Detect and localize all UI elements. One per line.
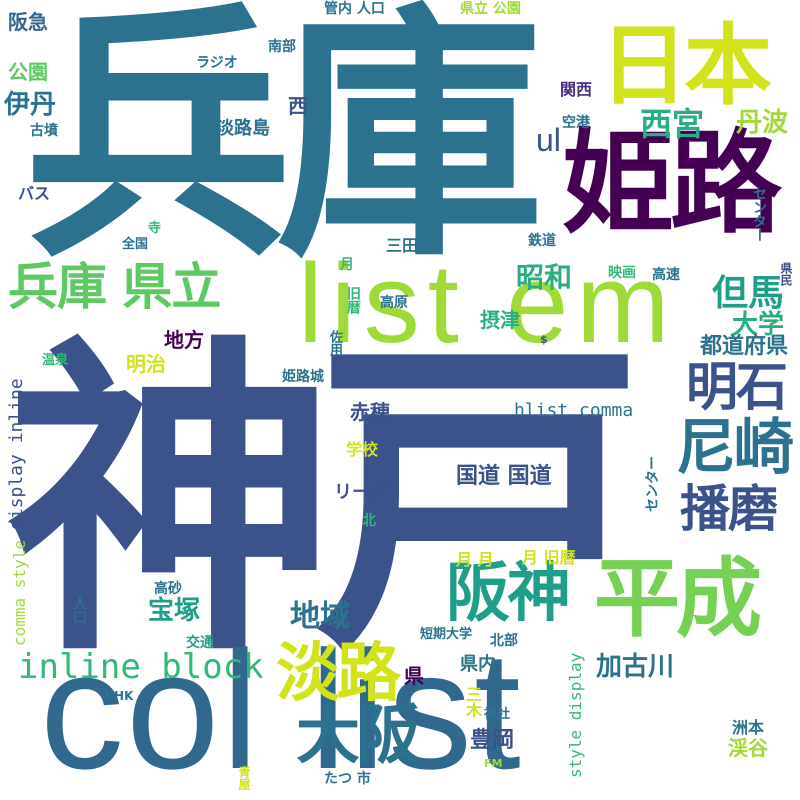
word-tsuki-kyureki: 月 旧暦 [522,548,576,567]
word-chihou: 地方 [164,328,204,352]
word-jinja: 神社 [484,707,511,722]
word-amagasaki: 尼崎 [676,413,794,483]
word-akashi: 明石 [686,358,788,418]
word-nihon: 日本 [600,14,772,117]
word-style-display: style display [566,652,585,778]
word-miki: 三木 [463,686,482,718]
word-kankou-jinkou: 管内 人口 [324,1,385,17]
word-sanda: 三田 [386,236,419,255]
word-eiga: 映画 [608,265,636,281]
word-koen-left: 公園 [8,60,48,84]
word-himeji: 姫路 [562,119,782,249]
word-setsu: 摂津 [480,308,520,332]
word-inline-block: inline block [18,647,264,687]
word-fm: FM [484,757,503,770]
word-ul: ul [536,122,561,158]
word-osaka: 大阪 [296,699,421,773]
word-takasago: 高砂 [154,581,182,597]
word-todofuken: 都道府県 [700,334,789,359]
word-nhk: NHK [104,689,134,703]
word-ako: 赤穂 [350,400,390,424]
word-comma-style: comma style [10,540,29,646]
word-tanba: 丹波 [736,108,789,138]
word-awaji-big: 淡路 [276,637,401,711]
word-kyureki-a: 旧暦 [345,286,361,314]
word-tajima: 但馬 [712,273,785,314]
word-kennai: 県内 [460,654,496,675]
word-ken: 県 [404,664,424,688]
word-showa: 昭和 [516,261,573,294]
word-hanshin: 阪神 [446,557,571,631]
word-kenritsu-koen: 県立 公園 [460,1,521,17]
word-awajishima: 淡路島 [216,118,270,139]
word-harima: 播磨 [680,480,778,538]
word-hankyu: 阪急 [8,10,48,34]
word-list-em: list em [298,241,678,366]
word-tsuki-tsuki: 月 月 [456,550,494,569]
word-league: リーグ [334,482,388,503]
word-hyogo-big: 兵庫 [24,0,544,294]
word-bus: バス [18,184,51,203]
word-sayo: 佐用 [327,330,342,356]
word-nishinomiya: 西宮 [640,105,705,143]
word-center-mid: センター [645,456,661,512]
word-dollar: $ [540,333,548,346]
word-kofun: 古墳 [30,123,58,139]
word-zenkoku: 全国 [122,237,149,252]
word-kougen: 高原 [380,295,408,311]
word-nishi: 西 [288,94,308,118]
word-tsuki-a: 月 [340,257,354,273]
word-hlist-comma: hlist comma [514,400,634,421]
word-display-inline: display inline [6,378,27,530]
word-toyooka: 豊岡 [470,728,515,753]
word-tatsu-shi: たつ 市 [324,771,371,787]
word-meiji: 明治 [126,352,166,376]
word-itami: 伊丹 [4,90,57,120]
word-col-list: col list [40,616,523,800]
word-himejijou: 姫路城 [282,369,324,385]
word-chiiki: 地域 [290,599,350,634]
word-onsen: 温泉 [42,353,69,368]
word-sumoto: 洲本 [732,718,765,737]
word-takarazuka: 宝塚 [148,596,201,626]
word-kousoku: 高速 [652,267,680,283]
word-radio: ラジオ [196,55,238,71]
word-center-right: センター [751,186,767,242]
word-tanki-daigaku: 短期大学 [420,627,473,642]
word-koutsuu: 交通 [186,635,214,651]
word-tera: 寺 [148,221,162,236]
word-kobe-big: 神戸 [6,311,644,695]
word-kansai: 関西 [560,80,593,99]
word-kokudo: 国道 国道 [456,464,552,489]
word-keikoku: 渓谷 [728,736,768,760]
word-gakkou: 学校 [346,440,379,459]
word-kuukou: 空港 [562,115,590,131]
word-hokubu: 北部 [490,633,518,649]
word-nanbu: 南部 [268,39,296,55]
word-hyogo-kenritsu: 兵庫 県立 [8,258,221,316]
word-aoya: 青屋 [237,766,251,790]
word-kakogawa: 加古川 [596,652,675,682]
word-heisei: 平成 [594,549,762,649]
word-jinkou: 人口 [71,596,87,624]
word-tetsudo: 鉄道 [528,233,556,249]
word-kita: 北 [362,513,376,529]
word-kenmin: 県民 [779,262,793,286]
word-daigaku: 大学 [732,310,785,340]
